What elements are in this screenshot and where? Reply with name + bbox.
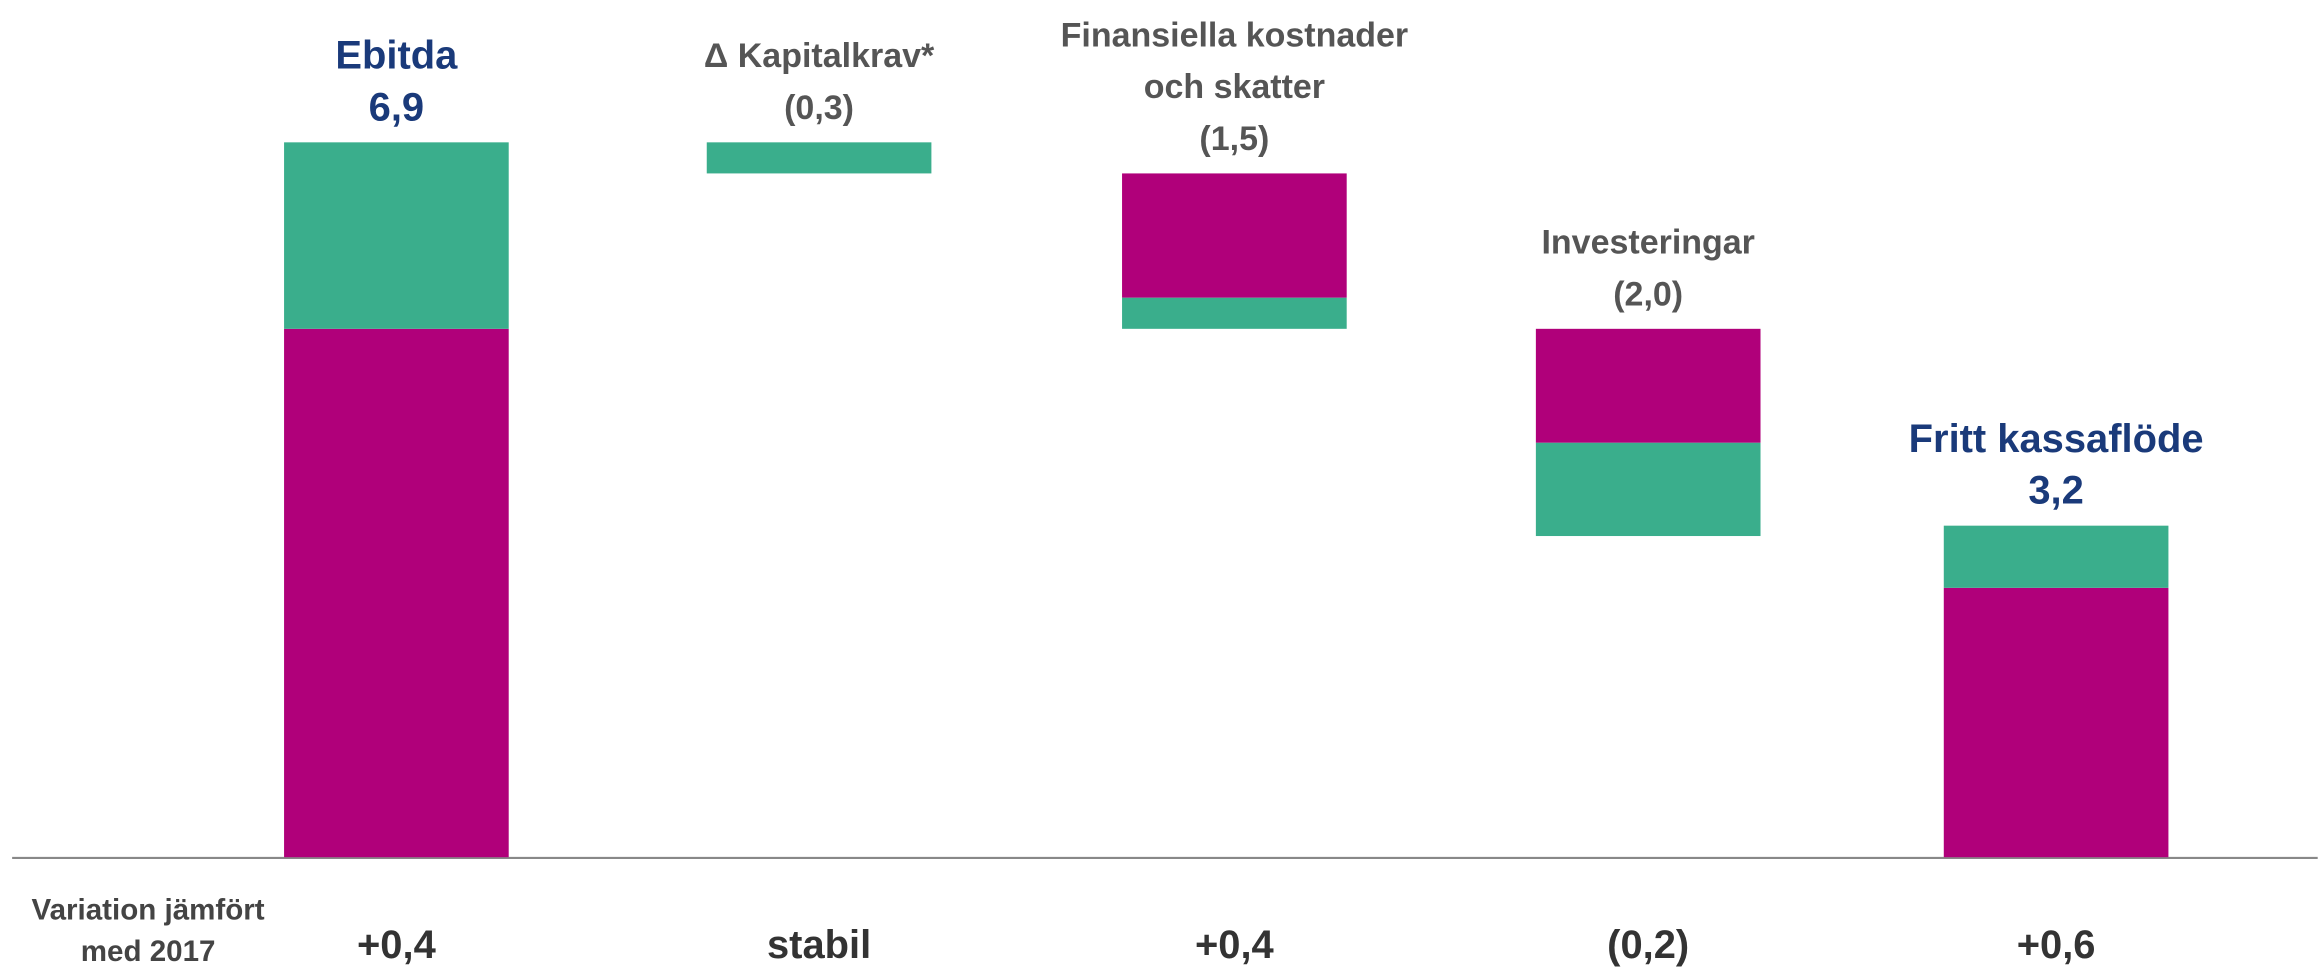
variation-value: stabil [767, 923, 871, 967]
category-label: Investeringar [1541, 224, 1754, 262]
variation-value: +0,6 [2017, 923, 2096, 967]
variation-value: (0,2) [1607, 923, 1689, 967]
value-label: 6,9 [369, 85, 424, 129]
bar-segment [1535, 328, 1761, 443]
bar-segment [1943, 587, 2169, 858]
variation-value: +0,4 [357, 923, 436, 967]
variation-value: +0,4 [1195, 923, 1274, 967]
variation-title: med 2017 [81, 935, 216, 968]
bar-segment [1535, 442, 1761, 537]
bar-segment [1122, 173, 1347, 298]
bar-segment [1943, 525, 2169, 588]
value-label: (2,0) [1613, 275, 1683, 313]
category-label: och skatter [1144, 68, 1325, 106]
value-label: (0,3) [784, 89, 854, 127]
value-label: 3,2 [2028, 469, 2083, 513]
variation-title: Variation jämfört [32, 894, 265, 927]
category-label: Ebitda [335, 34, 458, 78]
category-label: Δ Kapitalkrav* [704, 37, 935, 75]
category-label: Fritt kassaflöde [1909, 417, 2204, 461]
category-label: Finansiella kostnader [1061, 16, 1409, 54]
bar-segment [284, 142, 509, 329]
bar-segment [284, 328, 509, 858]
bar-segment [1122, 297, 1347, 329]
value-label: (1,5) [1199, 120, 1269, 158]
bar-segment [706, 142, 932, 174]
